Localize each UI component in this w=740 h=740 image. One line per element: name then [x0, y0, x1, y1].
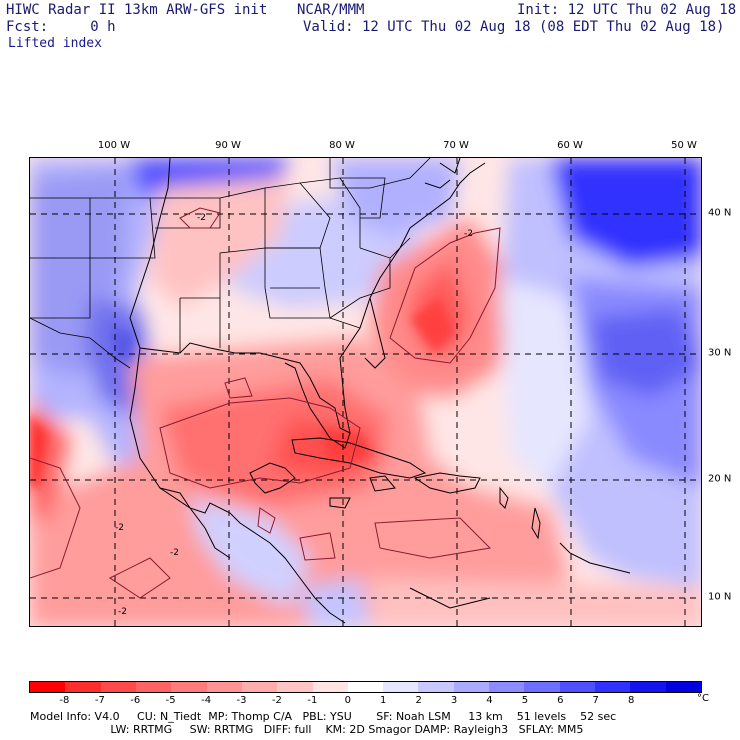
colorbar-tick-label: -2: [271, 695, 282, 706]
colorbar-segment: [595, 682, 631, 692]
lat-label-30n: 30 N: [708, 347, 732, 359]
forecast-hour: Fcst: 0 h: [6, 19, 116, 35]
colorbar-segment: [100, 682, 136, 692]
lon-label-100w: 100 W: [97, 140, 131, 151]
colorbar-segment: [277, 682, 313, 692]
colorbar-segment: [312, 682, 348, 692]
colorbar-segment: [347, 682, 384, 692]
lat-label-20n: 20 N: [708, 473, 732, 485]
colorbar-segment: [665, 682, 701, 692]
init-time: Init: 12 UTC Thu 02 Aug 18: [517, 2, 737, 18]
coastlines: [129, 158, 631, 624]
contour-label-1: -2: [197, 213, 206, 223]
lon-label-80w: 80 W: [329, 140, 355, 151]
colorbar-segment: [30, 682, 66, 692]
colorbar-segment: [489, 682, 525, 692]
field-shading: [30, 158, 701, 626]
valid-time: Valid: 12 UTC Thu 02 Aug 18 (08 EDT Thu …: [303, 19, 725, 35]
contour-label-2: -2: [464, 229, 473, 239]
lon-label-60w: 60 W: [557, 140, 583, 151]
map-canvas: -2 -2 -2 -2 -2: [30, 158, 701, 626]
colorbar-segment: [524, 682, 560, 692]
model-title: HIWC Radar II 13km ARW-GFS init: [6, 2, 268, 18]
colorbar-tick-label: 4: [486, 695, 493, 706]
lon-label-90w: 90 W: [215, 140, 241, 151]
colorbar-segment: [206, 682, 242, 692]
colorbar-tick-label: -8: [59, 695, 70, 706]
colorbar-segment: [135, 682, 172, 692]
colorbar-tick-label: -6: [130, 695, 141, 706]
contours-minus2: [30, 207, 501, 599]
contour-label-5: -2: [118, 607, 127, 617]
colorbar-tick-label: 0: [344, 695, 351, 706]
colorbar-tick-label: -7: [94, 695, 105, 706]
contour-label-4: -2: [170, 548, 179, 558]
colorbar-segment: [418, 682, 454, 692]
model-info-line1: Model Info: V4.0 CU: N_Tiedt MP: Thomp C…: [30, 710, 617, 723]
lon-label-50w: 50 W: [671, 140, 697, 151]
field-name: Lifted index: [8, 36, 102, 51]
colorbar-tick-label: 8: [627, 695, 635, 706]
colorbar-segment: [383, 682, 419, 692]
colorbar-tick-label: -1: [307, 695, 318, 706]
contour-label-3: -2: [115, 523, 124, 533]
lon-label-70w: 70 W: [443, 140, 469, 151]
colorbar-tick-label: 3: [450, 695, 458, 706]
colorbar-tick-label: -4: [201, 695, 212, 706]
colorbar-tick-label: 1: [380, 695, 387, 706]
colorbar-segment: [630, 682, 666, 692]
model-info-line2: LW: RRTMG SW: RRTMG DIFF: full KM: 2D Sm…: [30, 723, 584, 736]
colorbar-tick-label: 2: [415, 695, 422, 706]
lat-lon-grid: [30, 158, 701, 626]
lat-label-10n: 10 N: [708, 591, 732, 603]
colorbar-tick-label: -5: [165, 695, 176, 706]
colorbar-segment: [171, 682, 207, 692]
colorbar-segment: [559, 682, 595, 692]
political-borders: [30, 158, 431, 369]
colorbar-tick-label: 6: [557, 695, 564, 706]
colorbar-tick-label: -3: [236, 695, 247, 706]
lat-label-40n: 40 N: [708, 207, 732, 219]
org-label: NCAR/MMM: [297, 2, 365, 18]
lifted-index-map: -2 -2 -2 -2 -2: [29, 157, 702, 627]
colorbar-unit: °C: [697, 693, 709, 704]
colorbar-segment: [241, 682, 278, 692]
colorbar-segment: [453, 682, 490, 692]
colorbar-tick-label: 5: [521, 695, 529, 706]
colorbar-tick-label: 7: [592, 695, 599, 706]
colorbar-segment: [65, 682, 101, 692]
colorbar: [29, 681, 702, 693]
